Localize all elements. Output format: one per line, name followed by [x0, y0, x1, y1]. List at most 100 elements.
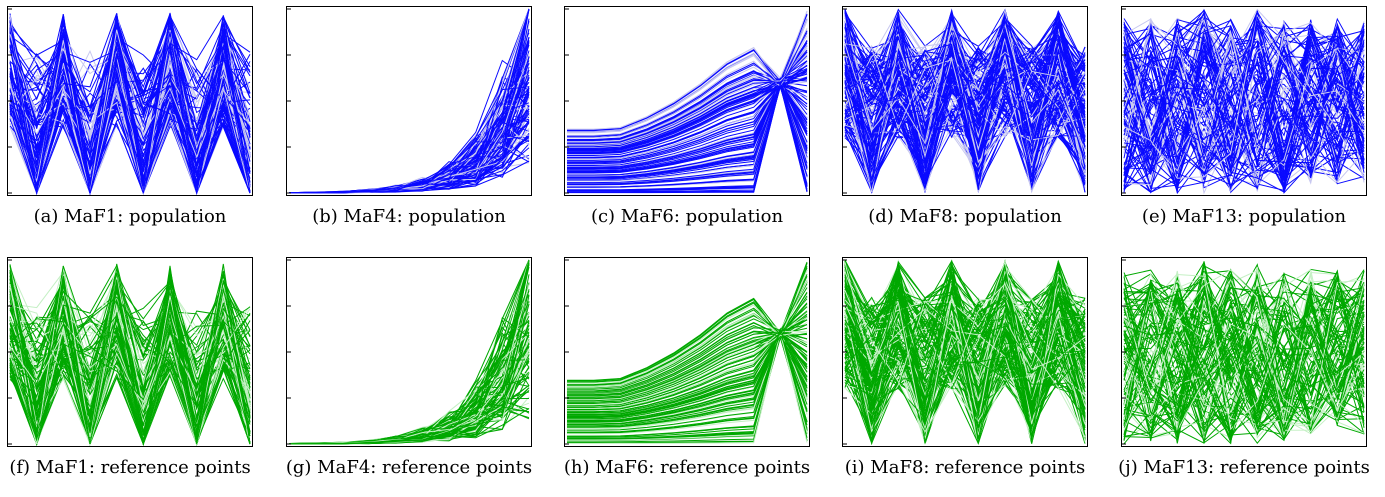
- series-line: [567, 60, 808, 148]
- series-line: [844, 34, 1086, 157]
- series-line: [567, 84, 808, 170]
- series-line: [844, 14, 1086, 132]
- series-line: [1123, 14, 1365, 179]
- series-line: [288, 8, 530, 194]
- plot-a: [7, 6, 253, 196]
- plot-b: [286, 6, 532, 196]
- series-line: [567, 82, 808, 174]
- plot-c: [564, 6, 810, 196]
- series-line: [567, 79, 808, 155]
- series-line: [567, 78, 808, 154]
- series-line: [1123, 24, 1365, 179]
- series-line: [288, 304, 530, 445]
- chart-h-svg: [565, 259, 808, 445]
- series-line: [289, 135, 530, 194]
- chart-e-svg: [1122, 8, 1365, 195]
- series-line: [567, 336, 808, 425]
- series-line: [567, 332, 808, 413]
- series-line: [567, 334, 808, 407]
- caption-d: (d) MaF8: population: [868, 206, 1062, 227]
- series-line: [567, 280, 808, 388]
- chart-g-svg: [287, 259, 530, 445]
- series-line: [844, 12, 1086, 182]
- panel-j: (j) MaF13: reference points: [1118, 257, 1370, 497]
- series-line: [288, 311, 530, 445]
- series-line: [567, 263, 808, 382]
- series-line: [1123, 28, 1365, 173]
- series-line: [567, 334, 808, 423]
- series-line: [1123, 273, 1365, 409]
- series-line: [567, 331, 808, 406]
- chart-d-svg: [843, 8, 1086, 194]
- series-line: [567, 291, 808, 392]
- series-line: [844, 10, 1086, 158]
- series-line: [9, 279, 251, 445]
- plot-h: [564, 257, 810, 447]
- series-line: [844, 274, 1086, 440]
- series-line: [1123, 291, 1365, 424]
- series-line: [844, 271, 1086, 438]
- series-line: [567, 336, 808, 423]
- plot-e: [1121, 6, 1367, 196]
- series-line: [844, 281, 1086, 433]
- series-line: [1123, 13, 1365, 183]
- series-line: [844, 11, 1086, 183]
- series-line: [567, 333, 808, 409]
- series-line: [288, 313, 530, 445]
- panel-b: (b) MaF4: population: [286, 6, 532, 246]
- series-line: [567, 30, 808, 137]
- series-line: [1123, 28, 1365, 172]
- plot-d: [842, 6, 1088, 196]
- series-line: [1123, 264, 1365, 434]
- series-line: [9, 287, 251, 445]
- series-line: [844, 26, 1086, 182]
- series-line: [1123, 56, 1365, 164]
- series-line: [567, 85, 808, 194]
- series-line: [567, 49, 808, 144]
- series-line: [567, 331, 808, 441]
- chart-i-svg: [843, 259, 1086, 446]
- series-line: [567, 83, 808, 164]
- series-line: [1123, 277, 1365, 414]
- caption-e: (e) MaF13: population: [1141, 206, 1347, 227]
- panel-e: (e) MaF13: population: [1121, 6, 1367, 246]
- series-line: [567, 19, 808, 133]
- plot-g: [286, 257, 532, 447]
- series-line: [9, 14, 251, 194]
- series-line: [9, 23, 251, 194]
- series-line: [288, 303, 530, 445]
- series-line: [567, 35, 808, 139]
- caption-c: (c) MaF6: population: [590, 206, 784, 227]
- caption-a: (a) MaF1: population: [33, 206, 227, 227]
- panel-f: (f) MaF1: reference points: [7, 257, 253, 497]
- series-line: [9, 308, 251, 446]
- caption-g: (g) MaF4: reference points: [285, 457, 533, 478]
- series-line: [1123, 20, 1365, 177]
- series-line: [567, 82, 808, 192]
- series-line: [567, 331, 808, 411]
- series-line: [1123, 283, 1365, 439]
- series-line: [1123, 277, 1365, 439]
- plot-j: [1121, 257, 1367, 447]
- panel-a: (a) MaF1: population: [7, 6, 253, 246]
- series-line: [844, 20, 1086, 143]
- series-line: [567, 13, 808, 131]
- series-line: [567, 53, 808, 145]
- series-line: [1123, 24, 1365, 191]
- series-line: [567, 21, 808, 134]
- panel-d: (d) MaF8: population: [842, 6, 1088, 246]
- series-line: [1123, 38, 1365, 171]
- series-line: [567, 331, 808, 444]
- series-line: [1123, 291, 1365, 433]
- series-line: [9, 21, 251, 195]
- caption-i: (i) MaF8: reference points: [844, 457, 1086, 478]
- series-line: [844, 8, 1086, 139]
- series-line: [844, 42, 1086, 177]
- series-line: [9, 287, 251, 446]
- series-line: [567, 84, 808, 168]
- series-line: [1123, 273, 1365, 431]
- chart-a-svg: [8, 8, 251, 195]
- series-line: [844, 43, 1086, 163]
- series-line: [844, 273, 1086, 442]
- series-line: [567, 73, 808, 152]
